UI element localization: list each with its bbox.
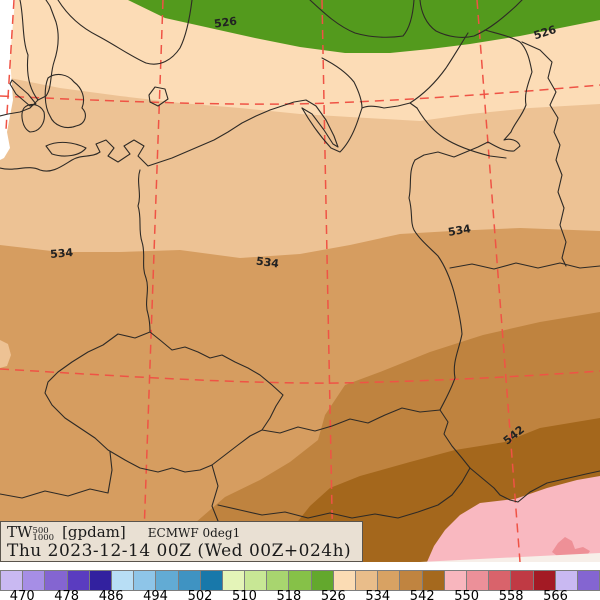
contour-label: 534 (50, 246, 74, 261)
coastline-scania-b (419, 0, 523, 38)
colorbar-cells (0, 570, 600, 591)
colorbar-cell (576, 570, 600, 591)
contour-label: 534 (255, 254, 280, 270)
map-edge-strip-bottom (420, 553, 600, 562)
coastline-gulf-east (321, 57, 363, 109)
border-slovakia-hungary (217, 467, 471, 519)
latlon-grid (0, 0, 600, 562)
colorbar-cell (221, 570, 246, 591)
island-zealand (44, 73, 86, 129)
border-slovakia-ukraine (439, 409, 471, 469)
title-line-validtime: Thu 2023-12-14 00Z (Wed 00Z+024h) (7, 541, 352, 561)
thickness-bands (0, 0, 600, 562)
colorbar-tick-label: 494 (143, 589, 168, 600)
contour-label: 526 (213, 14, 238, 30)
border-austria-north (0, 451, 113, 499)
colorbar-cell (44, 570, 68, 591)
colorbar-cell (310, 570, 334, 591)
island-lolland (45, 141, 87, 157)
parallel-50n (0, 368, 600, 384)
colorbar-cell (199, 570, 223, 591)
coastline-gdansk-bay (301, 102, 418, 153)
colorbar-tick-label: 478 (54, 589, 80, 600)
coastline-scania-a (309, 0, 415, 38)
colorbar-cell (465, 570, 490, 591)
contour-label: 534 (447, 222, 472, 239)
colorbar-tick-label: 526 (320, 589, 346, 600)
border-oder (137, 169, 151, 333)
colorbar-tick-label: 542 (409, 589, 435, 600)
colorbar-cell (244, 570, 268, 591)
meridian-25e (476, 0, 521, 562)
meridian-20e (321, 0, 334, 562)
colorbar-tick-label: 518 (276, 589, 302, 600)
level-top: 500 (32, 526, 49, 536)
level-bottom: 1000 (32, 533, 55, 543)
colorbar-labels: 470 478 486 494 502 510 518 526 534 542 550 558 566 (0, 589, 600, 600)
border-kaliningrad-south (416, 107, 507, 159)
coastline-baltic-south (0, 109, 271, 172)
colorbar-cell (0, 570, 24, 591)
band-550-554 (552, 537, 590, 558)
border-belarus-ukraine (449, 262, 600, 270)
model-name: ECMWF 0deg1 (147, 526, 241, 540)
colorbar-cell (133, 570, 157, 591)
meridian-edge (5, 0, 15, 131)
colorbar-cell (421, 570, 445, 591)
colorbar-cell (532, 570, 556, 591)
colorbar-cell (488, 570, 512, 591)
border-poland-south (261, 407, 441, 434)
band-546-550 (427, 476, 600, 562)
border-czech-outline (44, 331, 284, 473)
colorbar-cell (355, 570, 379, 591)
map-colorbar-gap (0, 562, 600, 570)
colorbar-tick-label: 558 (498, 589, 524, 600)
parameter-levels: 500 1000 (32, 526, 55, 543)
title-line-parameter: TW500 1000 [gpdam] ECMWF 0deg1 (7, 524, 356, 542)
border-hungary-ukraine (469, 467, 600, 503)
colorbar-cell (510, 570, 534, 591)
coast-border-layer (0, 0, 600, 562)
meridian-15e (142, 0, 164, 562)
coastline-sweden-west (57, 0, 193, 65)
border-poland-east (408, 159, 463, 411)
colorbar-cell (22, 570, 46, 591)
colorbar-cell (377, 570, 401, 591)
colorbar-cell (554, 570, 578, 591)
colorbar-tick-label: 550 (454, 589, 480, 600)
colorbar-cell (66, 570, 90, 591)
colorbar-cell (443, 570, 467, 591)
thickness-map: 526526534534534542542 (0, 0, 600, 562)
colorbar-tick-label: 470 (9, 589, 35, 600)
colorbar-cell (332, 570, 356, 591)
colorbar-tick-label: 502 (187, 589, 213, 600)
border-lithuania-loop (414, 29, 533, 161)
colorbar-tick-label: 566 (543, 589, 568, 600)
map-edge-strip-left (0, 0, 15, 160)
parameter-unit: [gpdam] (62, 523, 126, 541)
parameter-name: TW (7, 523, 33, 541)
title-box: TW500 1000 [gpdam] ECMWF 0deg1 Thu 2023-12… (0, 521, 363, 562)
lighttan-patch (0, 340, 11, 368)
band-522-526 (128, 0, 600, 53)
coastline-hel-spit (269, 99, 339, 148)
colorbar-cell (177, 570, 201, 591)
colorbar-tick-label: 486 (98, 589, 124, 600)
colorbar-tick-label: 534 (365, 589, 391, 600)
colorbar-tick-label: 510 (232, 589, 257, 600)
colorbar-cell (266, 570, 290, 591)
colorbar-cell (288, 570, 312, 591)
island-sliver (9, 79, 37, 107)
colorbar-cell (110, 570, 135, 591)
colorbar-cell (155, 570, 179, 591)
coastline-curonian (409, 32, 469, 104)
parallel-55n (0, 84, 600, 105)
island-bornholm (148, 86, 169, 107)
border-lithuania-belarus (521, 41, 567, 267)
colorbar-cell (88, 570, 112, 591)
colorbar-cell (399, 570, 423, 591)
